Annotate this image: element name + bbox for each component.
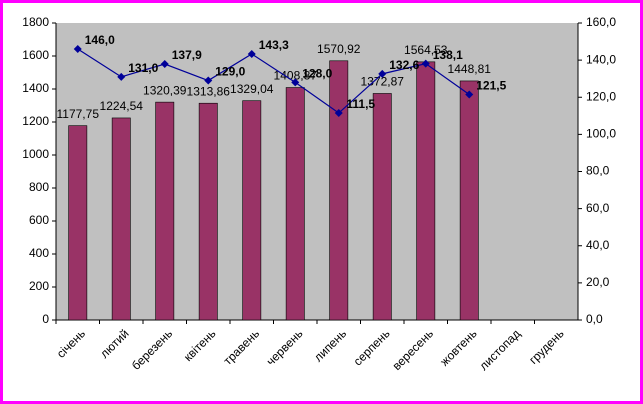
y-tick-label: 800	[29, 180, 49, 194]
bar	[459, 80, 479, 321]
line-marker	[73, 44, 82, 53]
y-tick-label: 1400	[22, 81, 49, 95]
bar-value-label: 1329,04	[230, 82, 274, 96]
line-marker	[334, 109, 343, 118]
bar-value-label: 1313,86	[187, 84, 231, 98]
bar	[242, 100, 262, 321]
y2-tick-label: 160,0	[586, 15, 616, 29]
y-tick-label: 1600	[22, 48, 49, 62]
line-value-label: 129,0	[215, 65, 245, 79]
line-marker	[160, 60, 169, 69]
line-value-label: 128,0	[302, 67, 332, 81]
line-marker	[421, 59, 430, 68]
y-tick-label: 1000	[22, 147, 49, 161]
bar-value-label: 1320,39	[143, 83, 187, 97]
y-tick-label: 1200	[22, 114, 49, 128]
y-tick-label: 1800	[22, 15, 49, 29]
line-marker	[247, 49, 256, 58]
y2-tick-label: 80,0	[586, 164, 610, 178]
line-value-label: 138,1	[433, 48, 463, 62]
y-tick-label: 400	[29, 246, 49, 260]
line-marker	[117, 72, 126, 81]
bar-value-label: 1408,87	[274, 69, 318, 83]
line-marker	[291, 78, 300, 87]
line-value-label: 137,9	[172, 48, 202, 62]
line-value-label: 132,6	[389, 58, 419, 72]
bar	[416, 61, 436, 321]
y2-tick-label: 20,0	[586, 275, 610, 289]
y2-tick-label: 140,0	[586, 52, 616, 66]
line-marker	[204, 76, 213, 85]
line-value-label: 146,0	[85, 33, 115, 47]
y-tick-label: 200	[29, 279, 49, 293]
y-tick-label: 0	[42, 312, 49, 326]
line-value-label: 131,0	[128, 61, 158, 75]
bar-value-label: 1448,81	[448, 62, 492, 76]
y2-tick-label: 40,0	[586, 238, 610, 252]
y2-tick-label: 120,0	[586, 89, 616, 103]
bar-value-label: 1570,92	[317, 42, 361, 56]
bar	[111, 117, 131, 321]
bar	[329, 60, 349, 321]
bar-value-label: 1177,75	[57, 107, 100, 121]
line-value-label: 111,5	[346, 97, 375, 111]
line-marker	[465, 90, 474, 99]
bar-value-label: 1564,53	[404, 43, 448, 57]
bar	[198, 102, 218, 321]
bar	[68, 125, 88, 321]
y2-tick-label: 100,0	[586, 127, 616, 141]
line-value-label: 143,3	[259, 38, 289, 52]
line-value-label: 121,5	[476, 79, 506, 93]
bar	[285, 87, 305, 321]
line-marker	[378, 69, 387, 78]
bar	[372, 93, 392, 321]
y2-tick-label: 0,0	[586, 312, 603, 326]
y-tick-label: 600	[29, 213, 49, 227]
line	[77, 48, 470, 114]
y2-tick-label: 60,0	[586, 201, 610, 215]
bar-value-label: 1224,54	[100, 99, 144, 113]
plot-area	[56, 23, 578, 320]
bar	[155, 101, 175, 321]
bar-value-label: 1372,87	[361, 75, 405, 89]
